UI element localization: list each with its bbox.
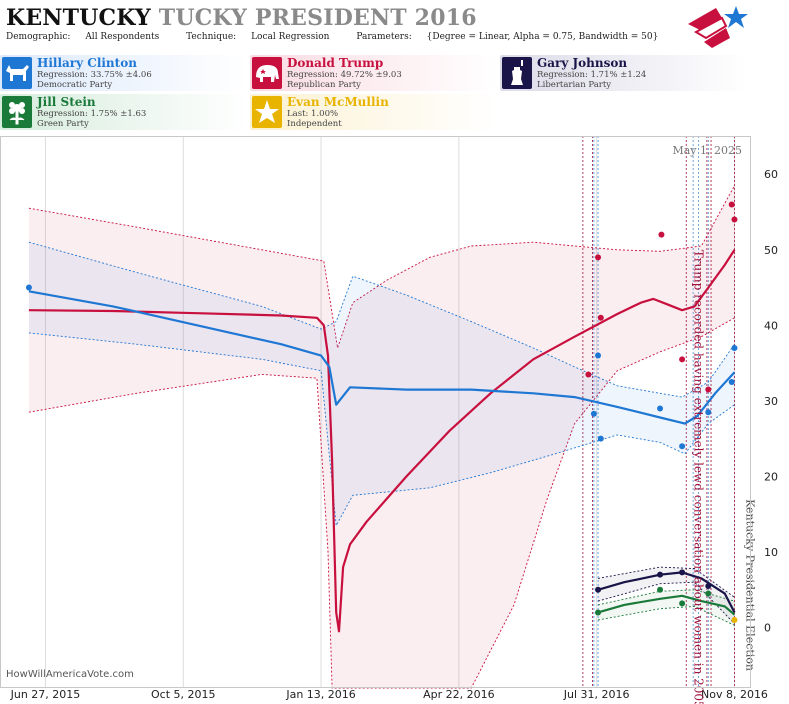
poll-point-evan-mcmullin — [731, 617, 738, 623]
candidate-regression: Regression: 1.71% ±1.24 — [537, 70, 647, 80]
y-tick-label: 10 — [764, 546, 778, 559]
confidence-band-jill-stein — [598, 589, 735, 626]
title-state: KENTUCKY — [6, 5, 151, 31]
poll-point-hillary-clinton — [705, 409, 712, 416]
lower-bound-jill-stein — [597, 605, 735, 626]
y-tick-label: 40 — [764, 319, 778, 332]
upper-bound-jill-stein — [597, 589, 735, 606]
candidate-card-johnson: Gary Johnson Regression: 1.71% ±1.24 Lib… — [500, 55, 748, 91]
site-logo-icon — [688, 6, 748, 48]
trend-line-donald-trump — [28, 249, 736, 633]
annotation-election-day: Kentucky Presidential Election — [743, 499, 756, 671]
x-tick-label: Oct 5, 2015 — [151, 688, 216, 701]
poll-point-jill-stein — [657, 586, 664, 593]
technique-value: Local Regression — [251, 32, 330, 42]
parameters-value: {Degree = Linear, Alpha = 0.75, Bandwidt… — [426, 32, 659, 42]
poll-point-donald-trump — [731, 216, 738, 223]
statue-of-liberty-icon — [502, 57, 532, 89]
parameters-label: Parameters: — [356, 32, 412, 42]
upper-bound-donald-trump — [28, 185, 735, 349]
candidate-card-trump: Donald Trump Regression: 49.72% ±9.03 Re… — [250, 55, 498, 91]
confidence-bands — [28, 185, 735, 689]
candidate-name: Donald Trump — [287, 56, 384, 70]
title-race: TUCKY PRESIDENT 2016 — [158, 5, 477, 31]
candidate-card-clinton: Hillary Clinton Regression: 33.75% ±4.06… — [0, 55, 248, 91]
poll-point-hillary-clinton — [590, 410, 597, 417]
elephant-icon — [252, 57, 282, 89]
x-tick-label: Jan 13, 2016 — [285, 688, 355, 701]
poll-point-donald-trump — [679, 356, 686, 363]
candidate-card-mcmullin: Evan McMullin Last: 1.00% Independent — [250, 94, 498, 130]
poll-point-donald-trump — [597, 314, 604, 321]
y-tick-label: 60 — [764, 168, 778, 181]
x-tick-label: Apr 22, 2016 — [423, 688, 495, 701]
chart-header: KENTUCKY TUCKY PRESIDENT 2016 Demographi… — [6, 4, 686, 42]
confidence-band-donald-trump — [28, 185, 735, 688]
candidate-party: Green Party — [37, 119, 89, 129]
poll-point-gary-johnson — [705, 583, 712, 589]
poll-point-hillary-clinton — [657, 405, 664, 412]
poll-point-jill-stein — [705, 590, 712, 597]
poll-point-jill-stein — [595, 609, 602, 616]
lower-bound-gary-johnson — [597, 581, 735, 625]
y-tick-label: 0 — [764, 622, 771, 635]
y-axis: 0 10 20 30 40 50 60 — [764, 168, 778, 634]
poll-point-hillary-clinton — [597, 435, 604, 442]
chart-title: KENTUCKY TUCKY PRESIDENT 2016 — [6, 4, 686, 32]
y-tick-label: 20 — [764, 470, 778, 483]
poll-points — [25, 201, 738, 623]
date-note: May 1, 2025 — [672, 144, 742, 157]
candidate-regression: Regression: 49.72% ±9.03 — [287, 70, 402, 80]
parameter-bar: Demographic: All Respondents Technique: … — [6, 32, 686, 42]
x-tick-label: Nov 8, 2016 — [701, 688, 768, 701]
y-tick-label: 30 — [764, 395, 778, 408]
x-tick-label: Jul 31, 2016 — [563, 688, 630, 701]
trend-line-hillary-clinton — [28, 290, 736, 425]
watermark: HowWillAmericaVote.com — [6, 669, 134, 680]
upper-bound-gary-johnson — [597, 566, 735, 598]
lower-bound-donald-trump — [28, 317, 735, 689]
annotation-lewd-tape: Trump recorded having extremely lewd con… — [691, 250, 705, 704]
x-axis: Jun 27, 2015 Oct 5, 2015 Jan 13, 2016 Apr 2… — [10, 688, 768, 701]
candidate-name: Gary Johnson — [537, 56, 628, 70]
x-tick-label: Jun 27, 2015 — [10, 688, 81, 701]
poll-point-donald-trump — [595, 254, 602, 261]
trend-line-jill-stein — [597, 594, 736, 616]
candidate-name: Hillary Clinton — [37, 56, 137, 70]
candidate-name: Jill Stein — [37, 95, 96, 109]
candidate-party: Libertarian Party — [537, 80, 612, 90]
polling-chart: 0 10 20 30 40 50 60 Jun 27, 2015 Oct 5, 2015 Jan… — [0, 136, 778, 704]
technique-label: Technique: — [186, 32, 237, 42]
candidate-party: Independent — [287, 119, 342, 129]
poll-point-gary-johnson — [679, 569, 686, 576]
candidate-card-stein: Jill Stein Regression: 1.75% ±1.63 Green… — [0, 94, 248, 130]
poll-point-donald-trump — [728, 201, 735, 208]
star-icon — [252, 96, 282, 128]
flower-icon — [2, 96, 32, 128]
poll-point-hillary-clinton — [25, 284, 32, 291]
lower-bound-hillary-clinton — [28, 332, 735, 528]
plot-border — [0, 136, 751, 688]
poll-point-hillary-clinton — [595, 352, 602, 359]
candidate-name: Evan McMullin — [287, 95, 389, 109]
upper-bound-hillary-clinton — [28, 241, 735, 398]
demographic-value: All Respondents — [85, 32, 160, 42]
poll-point-hillary-clinton — [731, 345, 738, 351]
candidate-party: Republican Party — [287, 80, 361, 90]
candidate-regression: Last: 1.00% — [287, 109, 339, 119]
candidate-party: Democratic Party — [37, 80, 113, 90]
poll-point-gary-johnson — [657, 571, 664, 578]
poll-point-gary-johnson — [595, 586, 602, 593]
poll-point-hillary-clinton — [728, 379, 735, 385]
poll-point-jill-stein — [679, 600, 686, 607]
poll-point-donald-trump — [585, 371, 592, 378]
donkey-icon — [2, 57, 32, 89]
y-tick-label: 50 — [764, 244, 778, 257]
poll-point-donald-trump — [705, 386, 712, 393]
demographic-label: Demographic: — [6, 32, 71, 42]
candidate-regression: Regression: 33.75% ±4.06 — [37, 70, 152, 80]
poll-point-donald-trump — [658, 231, 665, 238]
candidate-regression: Regression: 1.75% ±1.63 — [37, 109, 147, 119]
poll-point-hillary-clinton — [679, 443, 686, 450]
